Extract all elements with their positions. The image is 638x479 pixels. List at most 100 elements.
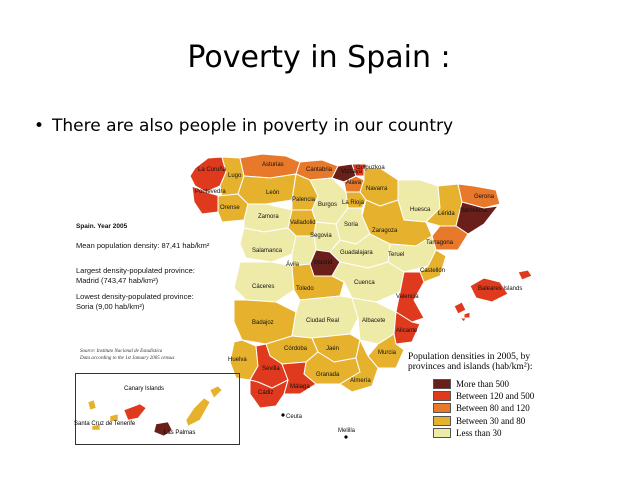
legend-item: Between 30 and 80 bbox=[433, 415, 558, 427]
island-el-hierro bbox=[91, 423, 101, 431]
legend-item: Between 80 and 120 bbox=[433, 402, 558, 414]
province-label: Álava bbox=[346, 179, 362, 186]
canary-title: Canary Islands bbox=[124, 386, 165, 392]
island-ibiza bbox=[453, 301, 467, 315]
province-label: Toledo bbox=[296, 286, 314, 292]
legend-swatch bbox=[433, 427, 451, 438]
province-label: Lérida bbox=[438, 211, 455, 217]
province-label: Albacete bbox=[362, 318, 386, 324]
province-label: Tarragona bbox=[426, 240, 454, 246]
province-baleares-islands bbox=[469, 277, 509, 303]
province-label: Zamora bbox=[258, 214, 279, 220]
ceuta-marker bbox=[281, 413, 285, 417]
province-label: Valladolid bbox=[290, 220, 316, 226]
info-heading: Spain. Year 2005 bbox=[76, 223, 128, 230]
bullet-text: There are also people in poverty in our … bbox=[52, 116, 454, 136]
province-label: Salamanca bbox=[252, 248, 283, 254]
legend-swatch bbox=[433, 403, 451, 414]
province-label: Badajoz bbox=[252, 320, 274, 326]
province-label: Soria bbox=[344, 222, 359, 228]
province-ciudad-real bbox=[291, 295, 359, 339]
province-label: Sevilla bbox=[262, 366, 280, 372]
island-menorca bbox=[517, 269, 533, 281]
legend-swatch bbox=[433, 415, 451, 426]
province-label: León bbox=[266, 190, 279, 196]
province-almeria bbox=[339, 339, 379, 393]
info-mean-density: Mean population density: 87,41 hab/km² bbox=[76, 241, 210, 250]
province-label: La Coruña bbox=[198, 167, 227, 173]
bullet-item: • There are also people in poverty in our… bbox=[34, 116, 453, 136]
province-label: Teruel bbox=[388, 252, 404, 258]
island-fuerteventura bbox=[185, 397, 211, 427]
province-label: Gerona bbox=[474, 194, 495, 200]
province-label: Asturias bbox=[262, 162, 284, 168]
province-label: Baleares Islands bbox=[478, 286, 522, 292]
province-label: Castellón bbox=[420, 268, 445, 274]
legend-label: Less than 30 bbox=[456, 427, 502, 438]
province-label: Pontevedra bbox=[195, 189, 226, 195]
province-label: Cádiz bbox=[258, 390, 273, 396]
province-label: Cáceres bbox=[252, 284, 274, 290]
island-lanzarote bbox=[209, 385, 223, 399]
island-la-palma bbox=[87, 399, 97, 411]
canary-islands-shapes bbox=[87, 385, 223, 437]
province-label: Burgos bbox=[318, 202, 337, 208]
province-leon bbox=[237, 173, 297, 205]
province-label: Alicante bbox=[396, 328, 418, 334]
island-cabrera bbox=[463, 311, 471, 319]
province-label: Valencia bbox=[396, 294, 419, 300]
legend-title: Population densities in 2005, by provinc… bbox=[408, 352, 533, 372]
province-label: Barcelona bbox=[460, 208, 488, 214]
province-caceres bbox=[233, 261, 295, 303]
province-label: Málaga bbox=[290, 384, 310, 390]
info-lowest-value: Soria (9,00 hab/km²) bbox=[76, 302, 145, 311]
legend: Population densities in 2005, by provinc… bbox=[408, 352, 558, 439]
province-label: Lugo bbox=[228, 173, 242, 179]
province-label: Zaragoza bbox=[372, 228, 398, 234]
province-label: Segovia bbox=[310, 233, 332, 239]
melilla-marker bbox=[344, 435, 348, 439]
province-barcelona bbox=[455, 201, 499, 235]
province-label: Huelva bbox=[228, 357, 247, 363]
province-salamanca bbox=[239, 227, 297, 263]
province-label: Almería bbox=[350, 378, 371, 384]
legend-swatch bbox=[433, 379, 451, 390]
legend-swatch bbox=[433, 391, 451, 402]
santa-cruz-label: Santa Cruz de Tenerife bbox=[74, 421, 136, 427]
province-label: Vizcaya bbox=[341, 169, 363, 175]
legend-item: Between 120 and 500 bbox=[433, 390, 558, 402]
bullet-dot-icon: • bbox=[34, 116, 45, 136]
province-label: Ceuta bbox=[286, 414, 303, 420]
legend-label: More than 500 bbox=[456, 379, 509, 390]
province-label: La Rioja bbox=[342, 200, 365, 206]
source-line-1: Source: Instituto Nacional de Estadístic… bbox=[80, 349, 163, 354]
province-cuenca bbox=[331, 261, 405, 303]
province-label: Guadalajara bbox=[340, 250, 373, 256]
las-palmas-label: Las Palmas bbox=[164, 430, 196, 436]
province-label: Ciudad Real bbox=[306, 318, 339, 324]
province-label: Palencia bbox=[292, 197, 316, 203]
province-label: Cantabria bbox=[306, 167, 333, 173]
source-line-2: Data according to the 1st January 2005 c… bbox=[80, 356, 175, 361]
legend-item: Less than 30 bbox=[433, 427, 558, 439]
island-tenerife bbox=[123, 403, 147, 421]
province-label: Ávila bbox=[286, 261, 300, 268]
province-label: Navarra bbox=[366, 186, 388, 192]
province-label: Melilla bbox=[338, 428, 356, 434]
province-label: Cuenca bbox=[354, 280, 375, 286]
info-largest-value: Madrid (743,47 hab/km²) bbox=[76, 276, 159, 285]
province-label: Madrid bbox=[314, 260, 332, 266]
province-label: Jaén bbox=[326, 346, 339, 352]
info-lowest-label: Lowest density-populated province: bbox=[76, 292, 194, 301]
province-label: Guipuzkoa bbox=[356, 165, 385, 171]
province-label: Córdoba bbox=[284, 346, 308, 352]
province-label: Murcia bbox=[378, 350, 397, 356]
legend-label: Between 30 and 80 bbox=[456, 415, 526, 426]
legend-label: Between 80 and 120 bbox=[456, 403, 530, 414]
island-formentera bbox=[459, 317, 467, 323]
province-label: Orense bbox=[220, 205, 240, 211]
province-cadiz bbox=[249, 379, 289, 409]
province-la-rioja bbox=[345, 191, 367, 209]
